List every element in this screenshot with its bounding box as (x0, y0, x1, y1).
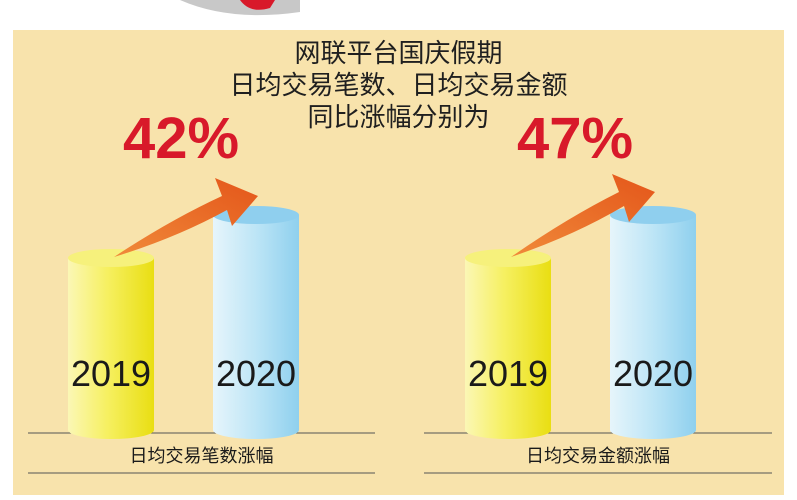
chart-2-group: 47% 2019 2020 (424, 106, 772, 474)
title-line-2: 日均交易笔数、日均交易金额 (229, 71, 568, 101)
chart-1-caption: 日均交易笔数涨幅 (129, 446, 274, 467)
title-line-1: 网联平台国庆假期 (294, 39, 503, 69)
chart-2-growth-label: 47% (517, 106, 633, 171)
chart-1-category-2020: 2020 (216, 353, 296, 394)
chart-title: 网联平台国庆假期 日均交易笔数、日均交易金额 同比涨幅分别为 (0, 38, 797, 134)
chart-1-bar-2019 (68, 249, 154, 439)
title-line-3: 同比涨幅分别为 (307, 103, 490, 133)
chart-2-caption: 日均交易金额涨幅 (526, 446, 670, 467)
chart-2-category-2019: 2019 (468, 353, 548, 394)
decorative-header-arc (180, 0, 300, 16)
chart-2-category-2020: 2020 (613, 353, 693, 394)
chart-2-bar-2020 (610, 206, 696, 439)
chart-1-growth-arrow (114, 178, 258, 257)
chart-1-growth-label: 42% (123, 106, 239, 171)
chart-1-bar-2020 (213, 206, 299, 439)
chart-1-group: 42% 2019 2020 (28, 106, 375, 474)
chart-1-category-2019: 2019 (71, 353, 151, 394)
chart-2-bar-2019 (465, 249, 551, 439)
chart-2-growth-arrow (511, 174, 655, 257)
